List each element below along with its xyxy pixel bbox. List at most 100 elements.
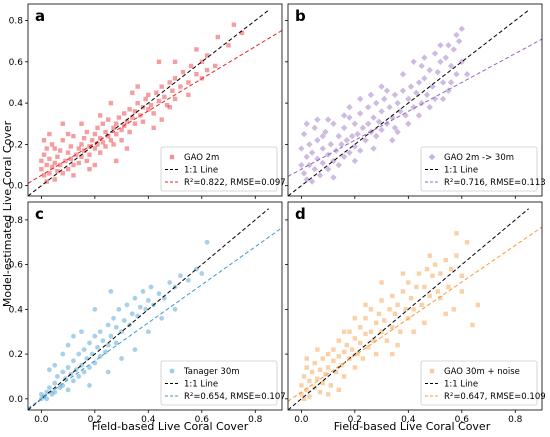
- data-point: [73, 152, 79, 157]
- data-point: [352, 365, 358, 370]
- data-point: [348, 132, 356, 140]
- data-point: [394, 128, 401, 136]
- data-point: [399, 87, 407, 94]
- x-tick-label: 0.2: [348, 415, 362, 425]
- data-point: [463, 70, 471, 78]
- data-point: [159, 84, 164, 89]
- data-point: [408, 295, 414, 301]
- data-point: [124, 119, 130, 124]
- data-point: [351, 157, 359, 165]
- data-point: [307, 394, 312, 399]
- legend: GAO 2m -> 30m 1:1 Line R²=0.716, RMSE=0.11…: [420, 146, 546, 192]
- data-point: [376, 311, 382, 317]
- data-point: [57, 162, 63, 168]
- data-point: [378, 83, 385, 90]
- data-point: [194, 47, 199, 52]
- data-point: [426, 104, 433, 111]
- x-tick-label: 0.2: [88, 415, 102, 425]
- data-point: [199, 271, 205, 276]
- data-point: [159, 117, 164, 122]
- data-point: [432, 262, 438, 267]
- data-point: [438, 271, 443, 276]
- data-point: [92, 333, 98, 339]
- one-to-one-line: [28, 208, 269, 410]
- data-point: [331, 358, 336, 363]
- data-point: [312, 360, 317, 366]
- data-point: [392, 311, 398, 317]
- data-point: [108, 100, 114, 106]
- data-point: [239, 30, 245, 36]
- data-point: [100, 121, 106, 126]
- data-point: [170, 88, 175, 93]
- panel-b: b GAO 2m -> 30m 1:1 Line R²=0.716, RMSE=0.1…: [285, 3, 546, 199]
- data-point: [87, 152, 92, 157]
- data-point: [65, 342, 71, 348]
- data-point: [41, 138, 47, 143]
- panel-d: 0.0 0.2 0.4 0.6 0.8 d GAO 30m + noise 1:1 Line R…: [285, 201, 546, 425]
- data-point: [395, 302, 400, 308]
- data-point: [370, 145, 377, 152]
- x-tick-label: 0.8: [508, 415, 523, 425]
- data-point: [92, 131, 98, 137]
- data-point: [148, 284, 154, 290]
- data-point: [301, 374, 307, 379]
- data-point: [116, 306, 122, 312]
- data-point: [199, 59, 204, 65]
- data-point: [379, 329, 384, 334]
- data-point: [100, 338, 106, 344]
- scatter-points: [299, 231, 481, 402]
- data-point: [455, 37, 463, 45]
- data-point: [167, 80, 172, 85]
- legend-fit: R²=0.822, RMSE=0.097: [184, 178, 286, 188]
- data-point: [121, 318, 127, 323]
- data-point: [114, 131, 119, 137]
- legend-series: Tanager 30m: [183, 367, 240, 377]
- data-point: [406, 280, 411, 285]
- y-tick-label: 0.6: [9, 261, 24, 271]
- data-point: [46, 367, 52, 373]
- data-point: [453, 31, 460, 39]
- data-point: [470, 322, 475, 328]
- data-point: [55, 374, 60, 379]
- data-point: [303, 120, 310, 127]
- data-point: [105, 322, 111, 328]
- data-point: [44, 389, 50, 395]
- data-point: [95, 125, 100, 131]
- data-point: [44, 396, 50, 402]
- data-point: [95, 344, 100, 350]
- data-point: [65, 150, 71, 155]
- data-point: [143, 306, 149, 312]
- data-point: [435, 289, 440, 294]
- legend-marker: [169, 368, 175, 374]
- x-tick-label: 0.6: [195, 415, 210, 425]
- data-point: [391, 91, 399, 99]
- data-point: [162, 94, 167, 100]
- data-point: [108, 333, 114, 339]
- data-point: [439, 95, 447, 103]
- data-point: [415, 112, 423, 119]
- data-point: [172, 76, 178, 81]
- data-point: [330, 120, 337, 127]
- data-point: [145, 298, 151, 303]
- data-point: [71, 133, 76, 139]
- data-point: [431, 95, 439, 103]
- data-point: [87, 340, 92, 346]
- data-point: [389, 137, 396, 144]
- data-point: [76, 146, 81, 151]
- data-point: [446, 284, 451, 290]
- data-point: [300, 130, 308, 138]
- data-point: [378, 108, 385, 115]
- y-tick-label: 0.6: [9, 58, 24, 68]
- data-point: [319, 132, 326, 140]
- data-point: [71, 378, 76, 384]
- data-point: [416, 271, 422, 276]
- data-point: [46, 385, 52, 391]
- data-point: [204, 53, 210, 58]
- data-point: [341, 349, 347, 355]
- data-point: [164, 102, 170, 108]
- x-axis-title-right: Field-based Live Coral Cover: [334, 420, 491, 433]
- data-point: [111, 142, 116, 147]
- data-point: [81, 347, 87, 353]
- data-point: [391, 124, 399, 132]
- legend-fit: R²=0.647, RMSE=0.109: [444, 392, 546, 402]
